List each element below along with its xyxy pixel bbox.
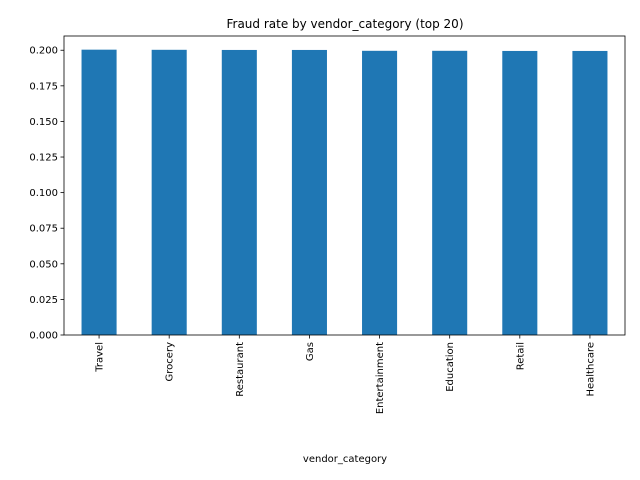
y-tick-label: 0.200 — [29, 46, 58, 57]
bar-retail — [502, 50, 538, 335]
x-tick-label: Restaurant — [235, 342, 246, 397]
bar-gas — [291, 49, 327, 335]
bar-restaurant — [221, 49, 257, 335]
y-tick-label: 0.000 — [29, 331, 58, 342]
y-tick-label: 0.175 — [29, 81, 58, 92]
y-tick-label: 0.100 — [29, 188, 58, 199]
x-tick-label: Education — [445, 342, 456, 392]
chart-title: Fraud rate by vendor_category (top 20) — [226, 17, 463, 31]
bar-travel — [81, 49, 117, 335]
x-tick-label: Grocery — [165, 342, 176, 382]
bars-group — [81, 49, 608, 336]
y-tick-label: 0.025 — [29, 295, 58, 306]
plot-frame — [63, 35, 626, 336]
x-tick-label: Retail — [515, 342, 526, 370]
x-tick-label: Travel — [95, 342, 106, 373]
x-tick-label: Entertainment — [375, 342, 386, 414]
bar-grocery — [151, 49, 187, 336]
x-axis-label: vendor_category — [303, 454, 387, 465]
x-tick-label: Gas — [305, 342, 316, 361]
y-axis: 0.000 0.025 0.050 0.075 0.100 0.125 0.150 0.175… — [29, 46, 64, 342]
bar-entertainment — [362, 50, 398, 335]
y-tick-label: 0.075 — [29, 224, 58, 235]
bar-healthcare — [572, 50, 608, 335]
y-tick-label: 0.050 — [29, 259, 58, 270]
bar-education — [432, 50, 468, 335]
y-tick-label: 0.150 — [29, 117, 58, 128]
x-axis: Travel Grocery Restaurant Gas Entertainment E… — [95, 335, 596, 414]
x-tick-label: Healthcare — [585, 342, 596, 397]
y-tick-label: 0.125 — [29, 153, 58, 164]
